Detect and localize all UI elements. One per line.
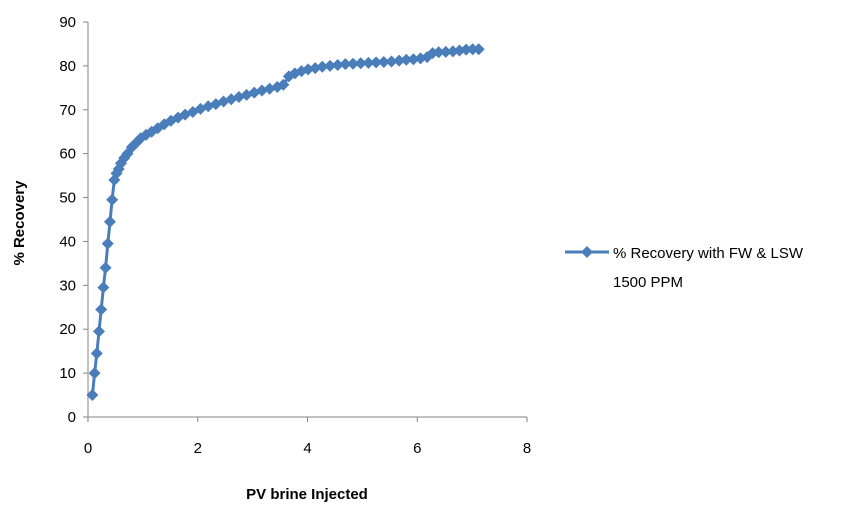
data-point-marker: [106, 193, 119, 206]
data-point-marker: [339, 58, 352, 71]
y-tick-label: 40: [59, 233, 76, 250]
data-point-marker: [439, 45, 452, 58]
data-point-marker: [323, 59, 336, 72]
y-axis-title: % Recovery: [11, 180, 28, 266]
data-point-marker: [472, 43, 485, 56]
data-point-marker: [385, 55, 398, 68]
x-tick-label: 0: [84, 440, 92, 457]
data-point-marker: [362, 56, 375, 69]
data-point-marker: [88, 367, 101, 380]
x-tick-label: 8: [523, 440, 531, 457]
x-axis-title: PV brine Injected: [246, 486, 368, 503]
data-point-marker: [316, 60, 329, 73]
x-tick-label: 2: [194, 440, 202, 457]
data-point-marker: [86, 389, 99, 402]
data-point-marker: [407, 53, 420, 66]
data-point-marker: [103, 215, 116, 228]
data-point-marker: [277, 78, 290, 91]
x-tick-label: 4: [303, 440, 311, 457]
data-point-marker: [432, 46, 445, 59]
data-point-marker: [95, 303, 108, 316]
data-point-marker: [99, 261, 112, 274]
data-point-marker: [331, 59, 344, 72]
series-line: [90, 47, 479, 396]
data-point-marker: [377, 55, 390, 68]
data-point-marker: [92, 325, 105, 338]
y-tick-label: 60: [59, 146, 76, 163]
y-tick-label: 10: [59, 365, 76, 382]
legend-label: % Recovery with FW & LSW 1500 PPM: [613, 245, 804, 291]
y-tick-label: 80: [59, 58, 76, 75]
data-point-marker: [400, 53, 413, 66]
data-point-marker: [97, 281, 110, 294]
y-tick-label: 0: [68, 409, 76, 426]
data-point-marker: [393, 54, 406, 67]
data-point-marker: [347, 57, 360, 70]
data-point-marker: [466, 43, 479, 56]
y-tick-label: 50: [59, 190, 76, 207]
y-tick-label: 70: [59, 102, 76, 119]
y-tick-label: 90: [59, 14, 76, 31]
y-tick-label: 30: [59, 277, 76, 294]
legend: % Recovery with FW & LSW 1500 PPM: [565, 245, 804, 291]
data-point-marker: [460, 43, 473, 56]
legend-marker: [581, 246, 593, 258]
data-point-marker: [370, 56, 383, 69]
data-point-marker: [90, 347, 103, 360]
y-tick-label: 20: [59, 321, 76, 338]
x-tick-label: 6: [413, 440, 421, 457]
data-point-marker: [101, 237, 114, 250]
data-point-marker: [354, 57, 367, 70]
